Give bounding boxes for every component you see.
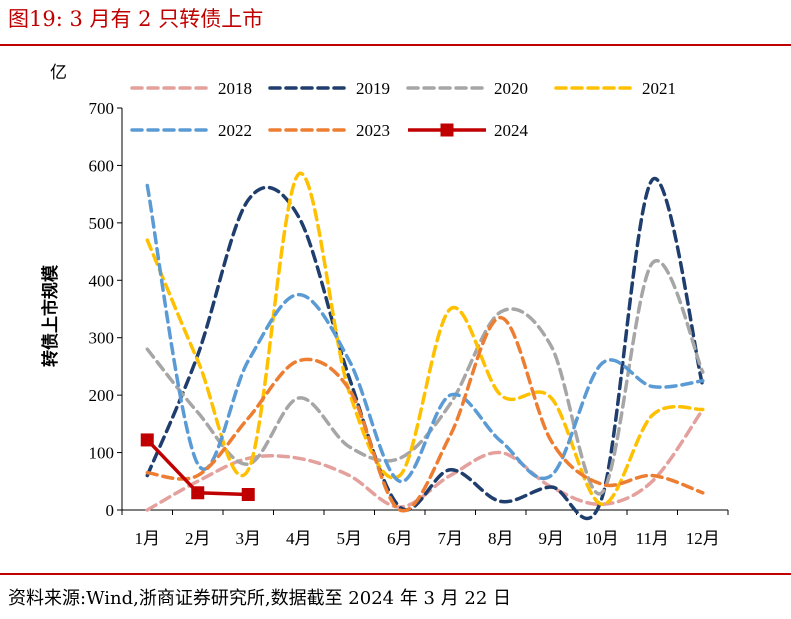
x-tick-label: 7月	[438, 529, 464, 548]
series-2019	[145, 176, 705, 520]
legend-entry-2023: 2023	[268, 121, 390, 140]
series-layer	[140, 172, 705, 520]
legend-entry-2019: 2019	[268, 79, 390, 98]
chart-legend: 2018 2019 2020 2021 2022 2023 2024	[130, 79, 676, 140]
chart-axes: 0 100 200 300 400 500 600 700 1月 2月 3月 4月 5月 6月 7月 8月 9月…	[89, 99, 729, 548]
y-axis-unit: 亿	[50, 63, 67, 82]
data-point-2024	[140, 433, 154, 447]
x-tick-label: 4月	[286, 529, 312, 548]
series-line-2018	[145, 407, 705, 512]
y-tick-label: 0	[106, 501, 115, 520]
data-point-2024	[191, 486, 205, 500]
x-tick-label: 2月	[185, 529, 211, 548]
x-tick-label: 10月	[585, 529, 619, 548]
y-tick-label: 500	[89, 214, 115, 233]
x-tick-label: 3月	[236, 529, 262, 548]
legend-entry-2018: 2018	[130, 79, 252, 98]
legend-entry-2022: 2022	[130, 121, 252, 140]
series-2022	[145, 183, 705, 484]
y-tick-label: 300	[89, 329, 115, 348]
source-note: 资料来源:Wind,浙商证券研究所,数据截至 2024 年 3 月 22 日	[8, 588, 512, 609]
series-2018	[145, 407, 705, 512]
series-2024	[140, 433, 255, 501]
legend-entry-2020: 2020	[406, 79, 528, 98]
y-tick-label: 600	[89, 156, 115, 175]
legend-label: 2020	[494, 79, 528, 98]
legend-label: 2023	[356, 121, 390, 140]
x-tick-label: 9月	[539, 529, 565, 548]
series-line-2023	[145, 315, 705, 513]
legend-label: 2021	[642, 79, 676, 98]
line-chart: 0 100 200 300 400 500 600 700 1月 2月 3月 4月 5月 6月 7月 8月 9月…	[40, 63, 729, 548]
x-tick-label: 1月	[135, 529, 161, 548]
data-point-2024	[241, 487, 255, 501]
legend-entry-2021: 2021	[554, 79, 676, 98]
x-tick-label: 12月	[686, 529, 720, 548]
series-line-2021	[145, 172, 705, 507]
bottom-divider	[0, 573, 791, 575]
y-tick-label: 200	[89, 386, 115, 405]
series-line-2019	[145, 176, 705, 520]
legend-marker	[440, 123, 454, 137]
figure-title: 图19: 3 月有 2 只转债上市	[8, 7, 264, 31]
legend-label: 2022	[218, 121, 252, 140]
x-tick-label: 6月	[387, 529, 413, 548]
y-tick-label: 700	[89, 99, 115, 118]
legend-label: 2024	[494, 121, 529, 140]
x-tick-label: 5月	[337, 529, 363, 548]
legend-entry-2024: 2024	[408, 121, 529, 140]
series-2023	[145, 315, 705, 513]
y-axis-title: 转债上市规模	[40, 264, 60, 367]
y-tick-label: 400	[89, 271, 115, 290]
y-tick-label: 100	[89, 444, 115, 463]
legend-label: 2019	[356, 79, 390, 98]
top-divider	[0, 44, 791, 46]
legend-label: 2018	[218, 79, 252, 98]
series-line-2022	[145, 183, 705, 484]
x-tick-label: 8月	[488, 529, 514, 548]
x-tick-label: 11月	[636, 529, 669, 548]
series-2021	[145, 172, 705, 507]
